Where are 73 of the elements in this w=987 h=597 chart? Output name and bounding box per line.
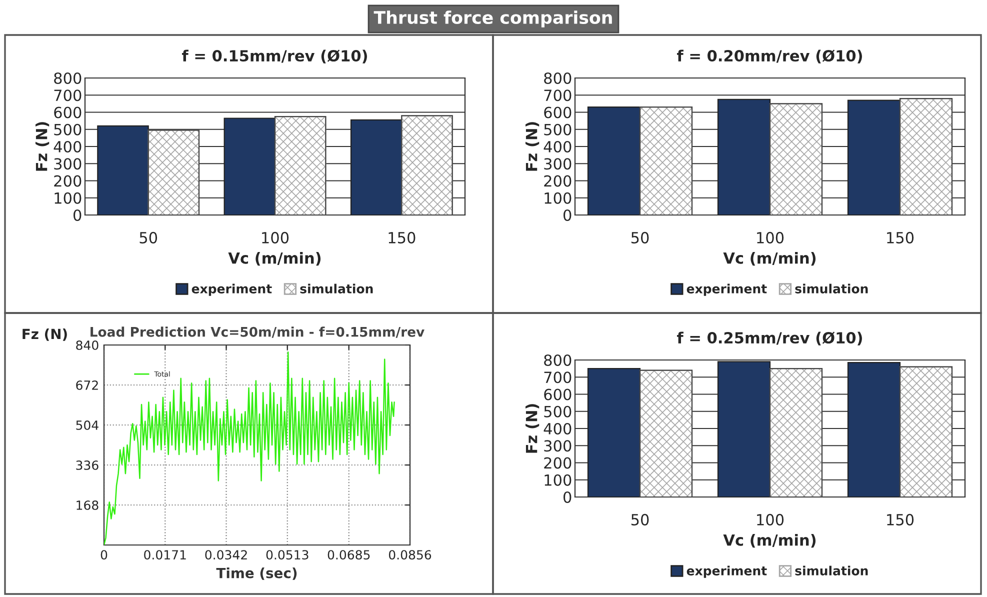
x-axis-title: Time (sec) [216,568,297,580]
chart-title: f = 0.20mm/rev (Ø10) [677,50,862,64]
legend-label: experiment [686,566,767,578]
y-tick-label: 600 [54,106,82,118]
y-tick-label: 500 [544,124,572,136]
y-tick-label: 200 [544,457,572,469]
legend-label: simulation [795,566,868,576]
x-tick-label: 100 [757,232,784,244]
x-tick-label: 0 [100,550,108,560]
legend-label: experiment [686,284,767,296]
y-tick-label: 500 [54,124,82,136]
y-tick-label: 336 [76,460,98,470]
y-tick-label: 800 [54,72,82,84]
y-tick-label: 800 [544,72,572,84]
x-tick-label: 0.0171 [144,550,186,560]
y-tick-label: 200 [544,175,572,187]
legend-label: experiment [192,284,272,296]
y-tick-label: 840 [76,340,98,350]
y-tick-label: 504 [76,420,98,430]
y-tick-label: 0 [564,209,572,222]
x-axis-title: Vc (m/min) [723,534,816,548]
y-tick-label: 672 [76,380,98,390]
line-series [104,352,395,545]
y-tick-label: 400 [544,422,572,435]
y-tick-label: 600 [544,106,572,118]
x-tick-label: 0.0685 [328,550,370,560]
bar [350,119,402,215]
y-tick-label: 100 [544,474,572,486]
y-tick-label: 100 [54,192,82,204]
y-tick-label: 300 [54,158,82,170]
y-tick-label: 200 [54,175,82,187]
bar [847,362,901,497]
y-tick-label: 168 [76,500,98,510]
x-tick-label: 100 [262,232,289,244]
x-tick-label: 100 [757,514,784,526]
x-tick-label: 150 [887,514,914,526]
x-tick-label: 50 [140,232,158,244]
x-tick-label: 150 [887,232,914,244]
y-axis-title: Fz (N) [526,404,540,453]
text: Thrust force comparison [374,10,612,28]
y-tick-label: 500 [544,406,572,418]
bar [224,118,276,215]
chart-title: f = 0.15mm/rev (Ø10) [182,50,367,64]
bar [717,361,771,497]
y-tick-label: 0 [564,491,572,504]
x-tick-label: 50 [631,232,649,244]
y-tick-label: 700 [544,372,572,384]
y-tick-label: 100 [544,192,572,204]
chart-title: Load Prediction Vc=50m/min - f=0.15mm/rev [90,326,424,338]
y-tick-label: 800 [544,354,572,366]
bar [587,368,641,497]
y-axis-title: Fz (N) [22,328,67,341]
y-tick-label: 0 [74,209,82,222]
chart-title: f = 0.25mm/rev (Ø10) [677,332,862,346]
y-tick-label: 400 [544,140,572,153]
bar [97,125,149,215]
x-tick-label: 0.0342 [205,550,247,560]
x-axis-title: Vc (m/min) [228,252,321,266]
x-axis-title: Vc (m/min) [723,252,816,266]
y-axis-title: Fz (N) [36,122,50,171]
y-tick-label: 700 [54,90,82,102]
y-tick-label: 400 [54,140,82,153]
legend-label: simulation [795,284,868,294]
y-tick-label: 300 [544,158,572,170]
x-tick-label: 150 [388,232,416,244]
x-tick-label: 0.0856 [388,550,432,560]
y-tick-label: 300 [544,440,572,452]
x-tick-label: 0.0513 [266,550,308,560]
y-axis-title: Fz (N) [526,122,540,171]
legend-label: simulation [300,284,373,294]
x-tick-label: 50 [631,514,649,526]
y-tick-label: 700 [544,90,572,102]
y-tick-label: 600 [544,388,572,400]
